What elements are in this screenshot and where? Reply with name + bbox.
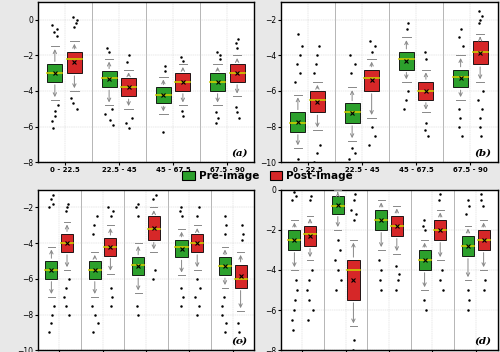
Bar	[304, 226, 316, 246]
Bar	[176, 240, 188, 257]
Bar	[102, 71, 116, 87]
Bar	[364, 70, 379, 91]
Bar	[121, 78, 136, 96]
Bar	[210, 73, 225, 91]
Text: (d): (d)	[474, 337, 491, 345]
Bar	[234, 265, 246, 288]
Bar	[344, 103, 360, 123]
Bar	[418, 250, 430, 270]
Bar	[46, 261, 58, 279]
Bar	[288, 230, 300, 250]
Bar	[148, 216, 160, 240]
Bar	[88, 261, 101, 279]
Legend: Pre-image, Post-Image: Pre-image, Post-Image	[182, 171, 353, 181]
Bar	[332, 196, 344, 214]
Bar	[67, 52, 82, 73]
Bar	[61, 234, 73, 252]
Bar	[290, 112, 306, 132]
Text: (a): (a)	[232, 149, 248, 158]
Bar	[418, 82, 434, 100]
Bar	[390, 216, 403, 236]
Bar	[191, 234, 203, 252]
Text: (c): (c)	[232, 337, 248, 345]
Bar	[472, 41, 488, 64]
Bar	[230, 64, 244, 82]
Bar	[462, 236, 474, 256]
Bar	[310, 91, 325, 112]
Bar	[156, 87, 171, 103]
Bar	[375, 210, 388, 230]
Bar	[104, 238, 117, 256]
Bar	[453, 70, 468, 87]
Bar	[48, 64, 62, 82]
Bar	[348, 260, 360, 300]
Bar	[478, 230, 490, 250]
Bar	[399, 52, 414, 70]
Bar	[434, 220, 446, 240]
Bar	[176, 73, 190, 91]
Text: (b): (b)	[474, 149, 491, 158]
Bar	[219, 257, 231, 275]
Bar	[132, 257, 144, 275]
